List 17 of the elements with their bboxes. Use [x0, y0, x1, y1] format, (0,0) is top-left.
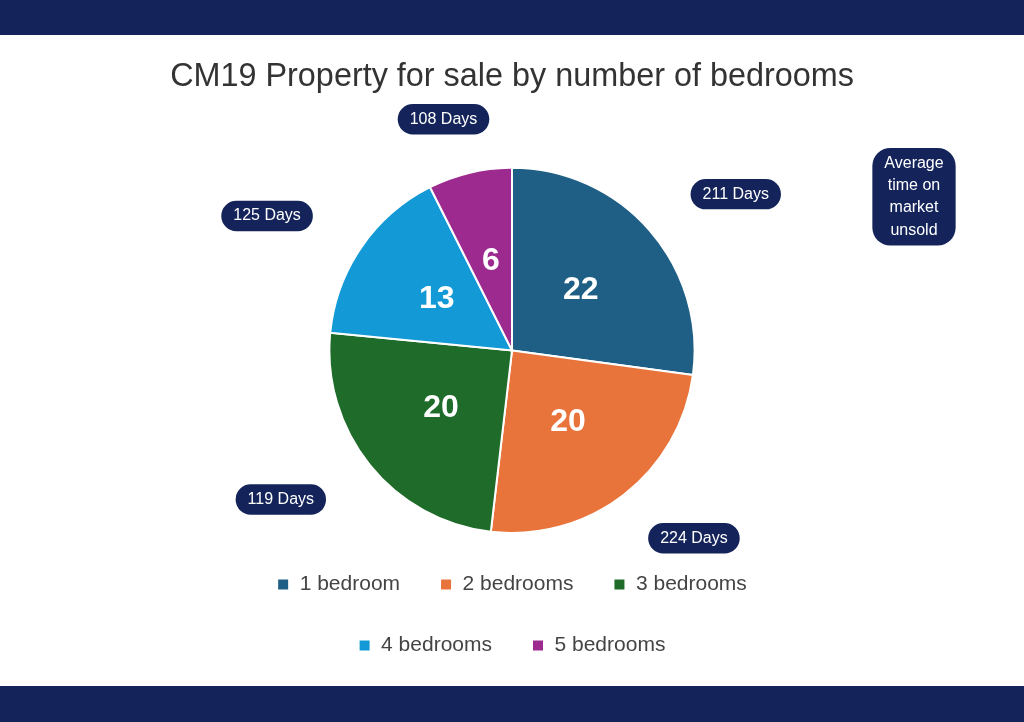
text: 125 Days [233, 206, 301, 224]
text: 108 Days [409, 109, 478, 127]
data-label: 20 [550, 402, 586, 439]
text: 211 Days [702, 184, 769, 202]
legend-label: 5 bedrooms [554, 632, 666, 656]
legend-label: 3 bedrooms [635, 571, 747, 595]
data-label: 6 [482, 241, 500, 278]
text: 119 Days [247, 489, 315, 507]
chart-title: CM19 Property for sale by number of bedrooms [170, 55, 854, 93]
data-label: 13 [418, 278, 455, 315]
data-label: 20 [423, 387, 459, 424]
legend-label: 4 bedrooms [381, 632, 493, 656]
text: 224 Days [660, 528, 728, 546]
text: Average time on market unsold [884, 153, 944, 238]
data-label: 22 [562, 270, 599, 307]
legend-label: 2 bedrooms [462, 571, 574, 595]
legend-label: 1 bedroom [299, 571, 401, 595]
